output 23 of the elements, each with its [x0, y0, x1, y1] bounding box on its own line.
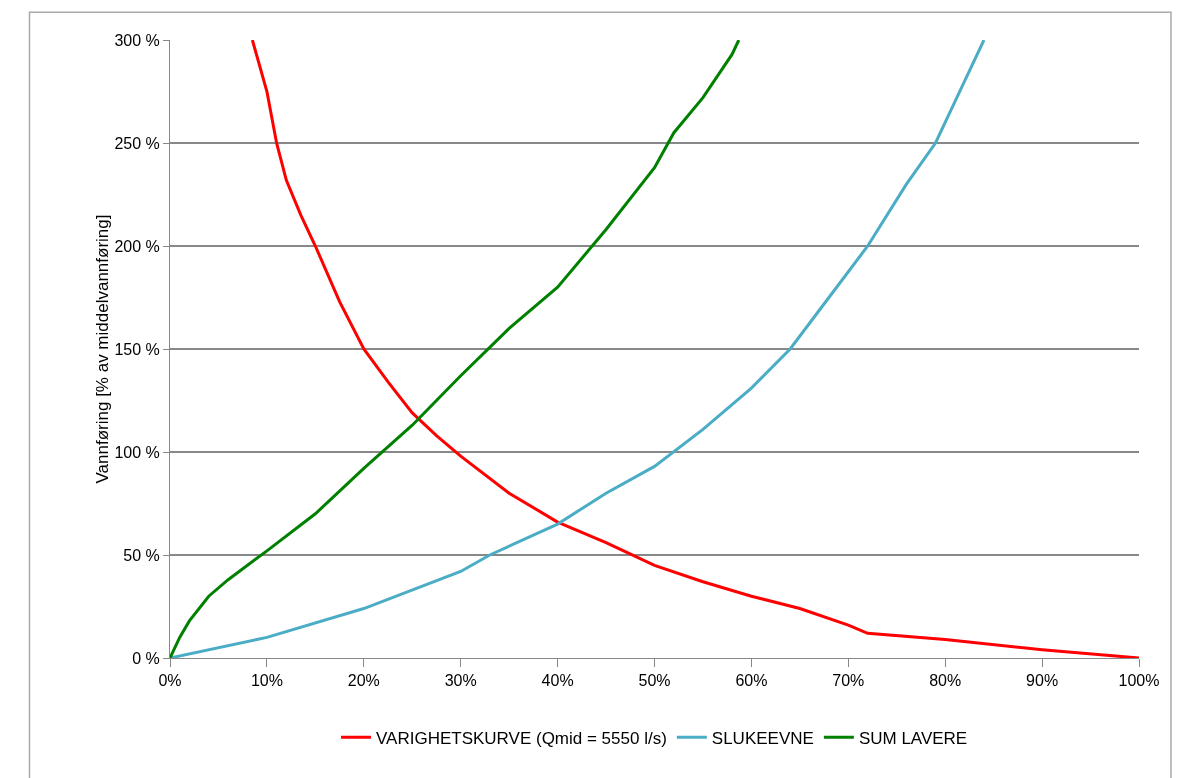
y-tick-label: 50 %: [123, 546, 160, 564]
x-tick-label: 90%: [1026, 672, 1059, 690]
x-tick-label: 40%: [541, 672, 574, 690]
y-axis-title: Vannføring [% av middelvannføring]: [93, 214, 113, 484]
x-tick-label: 60%: [735, 672, 768, 690]
x-tick-label: 100%: [1118, 672, 1160, 690]
x-tick-label: 50%: [638, 672, 671, 690]
x-tick-label: 30%: [444, 672, 477, 690]
y-tick-label: 100 %: [114, 443, 160, 461]
x-tick-label: 80%: [929, 672, 962, 690]
y-tick-label: 300 %: [114, 31, 160, 49]
x-tick-label: 70%: [832, 672, 865, 690]
y-tick-label: 150 %: [114, 340, 160, 358]
y-tick-label: 250 %: [114, 134, 160, 152]
legend-label: SUM LAVERE: [858, 728, 968, 748]
x-tick-label: 0%: [158, 672, 182, 690]
y-tick-label: 200 %: [114, 237, 160, 255]
legend-label: SLUKEEVNE: [711, 728, 814, 748]
x-tick-label: 20%: [347, 672, 380, 690]
y-tick-label: 0 %: [132, 649, 160, 667]
x-tick-label: 10%: [250, 672, 283, 690]
legend-label: VARIGHETSKURVE (Qmid = 5550 l/s): [376, 728, 667, 748]
line-series: [250, 40, 1139, 658]
